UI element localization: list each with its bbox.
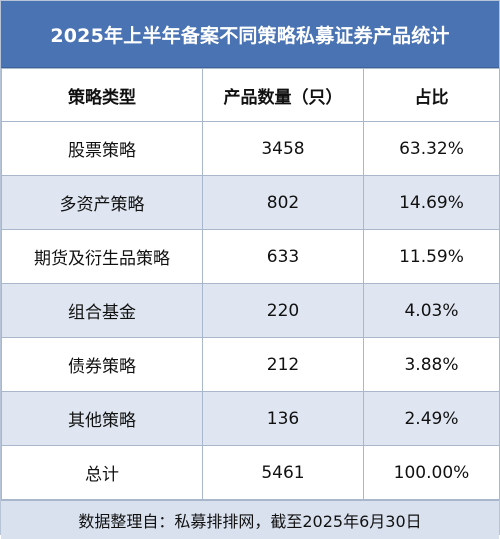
strategy-cell: 债券策略 bbox=[1, 337, 203, 392]
total-row: 总计 5461 100.00% bbox=[1, 445, 500, 500]
strategy-cell: 多资产策略 bbox=[1, 175, 203, 230]
count-cell: 3458 bbox=[202, 121, 364, 176]
table-row: 期货及衍生品策略 633 11.59% bbox=[1, 229, 500, 284]
share-cell: 11.59% bbox=[363, 229, 500, 284]
column-header-strategy: 策略类型 bbox=[1, 68, 203, 122]
share-cell: 2.49% bbox=[363, 391, 500, 446]
table-row: 债券策略 212 3.88% bbox=[1, 337, 500, 392]
total-count-cell: 5461 bbox=[202, 445, 364, 500]
share-cell: 4.03% bbox=[363, 283, 500, 338]
strategy-table: 策略类型 产品数量（只） 占比 股票策略 3458 63.32% 多资产策略 8… bbox=[1, 68, 500, 500]
total-share-cell: 100.00% bbox=[363, 445, 500, 500]
table-row: 多资产策略 802 14.69% bbox=[1, 175, 500, 230]
count-cell: 633 bbox=[202, 229, 364, 284]
count-cell: 220 bbox=[202, 283, 364, 338]
strategy-cell: 组合基金 bbox=[1, 283, 203, 338]
share-cell: 14.69% bbox=[363, 175, 500, 230]
table-row: 其他策略 136 2.49% bbox=[1, 391, 500, 446]
strategy-cell: 其他策略 bbox=[1, 391, 203, 446]
source-note: 数据整理自：私募排排网，截至2025年6月30日 bbox=[1, 500, 499, 539]
table-row: 组合基金 220 4.03% bbox=[1, 283, 500, 338]
count-cell: 136 bbox=[202, 391, 364, 446]
total-label-cell: 总计 bbox=[1, 445, 203, 500]
table-header-row: 策略类型 产品数量（只） 占比 bbox=[1, 68, 500, 122]
strategy-cell: 股票策略 bbox=[1, 121, 203, 176]
column-header-share: 占比 bbox=[363, 68, 500, 122]
table-row: 股票策略 3458 63.32% bbox=[1, 121, 500, 176]
strategy-cell: 期货及衍生品策略 bbox=[1, 229, 203, 284]
table-title: 2025年上半年备案不同策略私募证券产品统计 bbox=[1, 1, 499, 68]
share-cell: 63.32% bbox=[363, 121, 500, 176]
count-cell: 802 bbox=[202, 175, 364, 230]
column-header-count: 产品数量（只） bbox=[202, 68, 364, 122]
count-cell: 212 bbox=[202, 337, 364, 392]
share-cell: 3.88% bbox=[363, 337, 500, 392]
